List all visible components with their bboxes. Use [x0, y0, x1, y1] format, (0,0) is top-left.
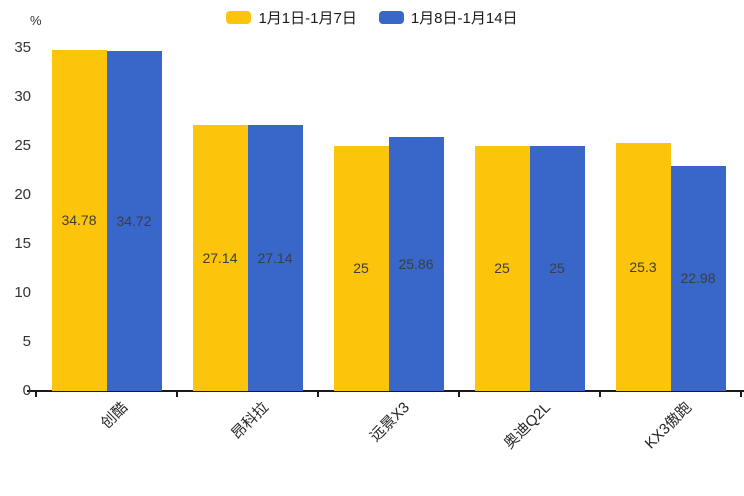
y-axis-tick-label: 10 [14, 283, 31, 301]
y-axis-tick-label: 30 [14, 87, 31, 105]
legend-label-week1: 1月1日-1月7日 [258, 9, 357, 27]
y-axis-unit-label: % [30, 13, 42, 28]
x-axis-category-label: 奥迪Q2L [500, 399, 554, 453]
x-axis-category-label: KX3傲跑 [641, 399, 695, 453]
x-axis-category-label: 远景X3 [366, 399, 413, 446]
y-axis-tick-label: 15 [14, 234, 31, 252]
bar-value-label: 34.72 [116, 212, 152, 229]
bar-value-label: 25 [494, 260, 510, 277]
bar-value-label: 27.14 [257, 249, 293, 266]
legend-swatch-week2 [378, 10, 404, 24]
x-axis-tick [599, 392, 601, 397]
bar-series2: 27.14 [247, 124, 303, 391]
x-axis-category-label: 创酷 [97, 399, 131, 433]
legend-item-week1[interactable]: 1月1日-1月7日 [226, 7, 357, 28]
x-axis-tick [458, 392, 460, 397]
x-axis-tick [176, 392, 178, 397]
bar-series2: 34.72 [106, 50, 162, 391]
bar-series1: 25.3 [615, 142, 671, 391]
bar-series1: 25 [333, 145, 389, 391]
bar-series1: 34.78 [51, 49, 107, 391]
y-axis-tick-label: 5 [22, 332, 31, 350]
legend-swatch-week1 [226, 10, 252, 24]
bar-value-label: 22.98 [680, 270, 716, 287]
bar-value-label: 25 [353, 260, 369, 277]
bar-series1: 25 [474, 145, 530, 391]
legend: 1月1日-1月7日 1月8日-1月14日 [0, 6, 744, 28]
bar-series2: 25.86 [388, 137, 444, 391]
bar-series1: 27.14 [192, 124, 248, 391]
x-axis-tick [317, 392, 319, 397]
bar-value-label: 34.78 [61, 212, 97, 229]
bar-value-label: 25 [549, 260, 565, 277]
x-axis-tick [35, 392, 37, 397]
legend-label-week2: 1月8日-1月14日 [410, 9, 518, 27]
legend-item-week2[interactable]: 1月8日-1月14日 [378, 7, 518, 28]
x-axis-tick [740, 392, 742, 397]
bar-value-label: 25.3 [629, 258, 657, 275]
y-axis-tick-label: 25 [14, 136, 31, 154]
bar-series2: 22.98 [670, 165, 726, 391]
x-axis-category-label: 昂科拉 [227, 399, 272, 443]
y-axis-tick-label: 20 [14, 185, 31, 203]
y-axis-tick-label: 0 [22, 382, 31, 399]
bar-value-label: 27.14 [202, 249, 238, 266]
x-axis-line [27, 390, 744, 392]
y-axis-tick-label: 35 [14, 38, 31, 56]
bar-series2: 25 [529, 145, 585, 391]
bar-value-label: 25.86 [398, 256, 434, 273]
